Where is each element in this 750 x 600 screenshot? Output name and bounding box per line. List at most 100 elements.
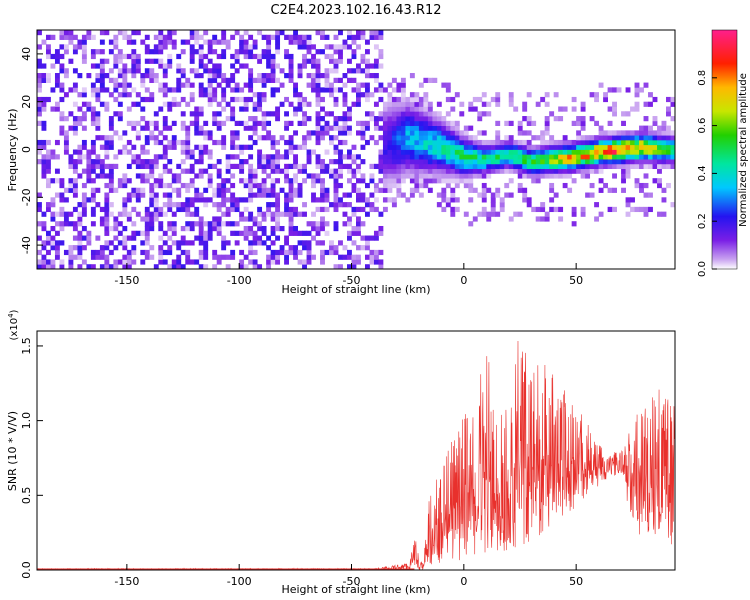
heatmap-cell [149,221,155,227]
heatmap-cell [261,49,267,55]
heatmap-cell [198,149,204,155]
heatmap-cell [490,96,496,103]
heatmap-cell [95,49,101,55]
heatmap-cell [230,111,236,117]
heatmap-cell [104,30,110,36]
heatmap-cell [176,139,182,146]
heatmap-cell [657,182,662,189]
heatmap-cell [252,120,258,126]
heatmap-cell [149,49,155,55]
heatmap-cell [158,49,164,55]
heatmap-cell [122,77,128,83]
heatmap-cell [338,202,343,208]
heatmap-cell [261,168,267,174]
heatmap-cell [153,58,159,64]
heatmap-cell [275,225,281,232]
heatmap-cell [297,168,303,174]
heatmap-cell [167,225,173,232]
heatmap-cell [63,116,69,122]
heatmap-cell [639,135,644,141]
heatmap-cell [176,87,182,93]
heatmap-cell [364,139,370,146]
heatmap-cell [54,53,60,60]
heatmap-cell [108,264,114,269]
heatmap-cell [252,173,258,179]
heatmap-cell [639,159,644,165]
heatmap-cell [189,149,195,155]
heatmap-cell [113,39,119,45]
heatmap-cell [517,125,523,131]
heatmap-cell [418,82,424,88]
heatmap-cell [495,144,501,150]
heatmap-cell [108,116,114,122]
heatmap-cell [234,197,240,203]
heatmap-cell [257,192,263,198]
heatmap-cell [99,135,105,141]
heatmap-cell [108,178,114,184]
heatmap-cell [405,139,411,146]
heatmap-cell [234,240,240,246]
heatmap-cell [302,58,307,64]
heatmap-cell [158,235,164,241]
heatmap-cell [243,96,249,103]
heatmap-cell [499,168,505,174]
heatmap-cell [351,154,357,160]
heatmap-cell [270,249,276,256]
heatmap-cell [257,120,263,126]
heatmap-cell [131,192,137,198]
heatmap-cell [288,245,294,251]
heatmap-cell [63,187,69,193]
heatmap-cell [396,149,402,155]
heatmap-cell [311,178,316,184]
heatmap-cell [378,82,384,88]
heatmap-cell [311,235,316,241]
heatmap-cell [513,168,519,174]
heatmap-cell [320,87,325,93]
heatmap-cell [495,149,501,155]
heatmap-cell [207,235,213,241]
heatmap-cell [81,235,87,241]
heatmap-cell [338,168,343,174]
heatmap-cell [86,197,92,203]
heatmap-cell [382,178,388,184]
heatmap-cell [333,34,339,40]
heatmap-cell [297,182,303,189]
heatmap-cell [275,87,281,93]
heatmap-cell [531,206,537,213]
heatmap-cell [553,192,559,198]
heatmap-cell [522,106,528,112]
heatmap-cell [176,254,182,260]
heatmap-cell [612,159,617,165]
heatmap-cell [216,216,222,222]
heatmap-cell [95,187,101,193]
heatmap-cell [391,178,397,184]
heatmap-cell [248,230,254,236]
heatmap-cell [580,135,586,141]
heatmap-cell [234,30,240,36]
heatmap-cell [59,87,65,93]
heatmap-cell [176,163,182,170]
heatmap-cell [99,144,105,150]
heatmap-cell [221,77,227,83]
heatmap-cell [176,259,182,265]
heatmap-cell [356,245,361,251]
heatmap-cell [621,149,626,155]
heatmap-cell [634,101,640,107]
heatmap-cell [360,235,366,241]
heatmap-cell [571,163,577,170]
heatmap-cell [54,221,60,227]
x-tick-label: -100 [227,274,252,287]
heatmap-cell [230,163,236,170]
heatmap-cell [41,154,47,160]
heatmap-cell [396,82,402,88]
heatmap-cell [320,135,325,141]
heatmap-cell [185,259,191,265]
heatmap-cell [59,125,65,131]
heatmap-cell [477,130,483,136]
heatmap-cell [342,211,348,217]
heatmap-cell [396,120,402,126]
heatmap-cell [603,163,608,170]
heatmap-cell [612,144,617,150]
heatmap-cell [639,163,644,170]
heatmap-cell [113,58,119,64]
